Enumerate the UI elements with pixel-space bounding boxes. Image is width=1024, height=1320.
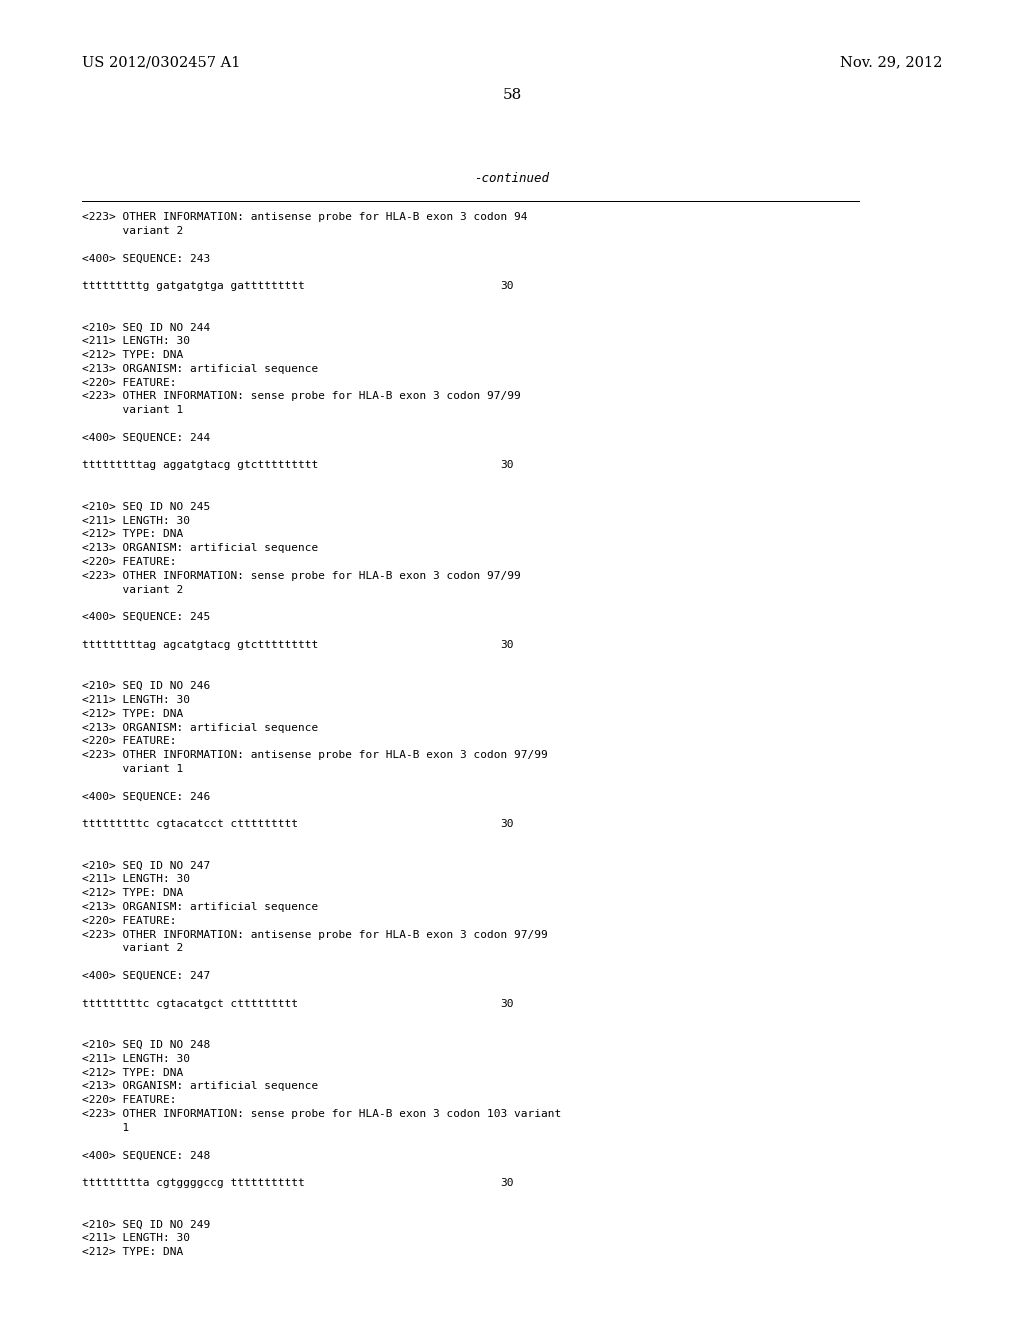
Text: variant 2: variant 2: [82, 944, 183, 953]
Text: <220> FEATURE:: <220> FEATURE:: [82, 557, 176, 568]
Text: <210> SEQ ID NO 248: <210> SEQ ID NO 248: [82, 1040, 210, 1049]
Text: <400> SEQUENCE: 248: <400> SEQUENCE: 248: [82, 1151, 210, 1160]
Text: <400> SEQUENCE: 246: <400> SEQUENCE: 246: [82, 792, 210, 801]
Text: <211> LENGTH: 30: <211> LENGTH: 30: [82, 337, 190, 346]
Text: <223> OTHER INFORMATION: antisense probe for HLA-B exon 3 codon 94: <223> OTHER INFORMATION: antisense probe…: [82, 213, 527, 222]
Text: <213> ORGANISM: artificial sequence: <213> ORGANISM: artificial sequence: [82, 544, 318, 553]
Text: -continued: -continued: [474, 172, 550, 185]
Text: <210> SEQ ID NO 247: <210> SEQ ID NO 247: [82, 861, 210, 871]
Text: 30: 30: [500, 640, 513, 649]
Text: tttttttttag aggatgtacg gtcttttttttt: tttttttttag aggatgtacg gtcttttttttt: [82, 461, 318, 470]
Text: <223> OTHER INFORMATION: sense probe for HLA-B exon 3 codon 97/99: <223> OTHER INFORMATION: sense probe for…: [82, 570, 521, 581]
Text: 30: 30: [500, 820, 513, 829]
Text: <213> ORGANISM: artificial sequence: <213> ORGANISM: artificial sequence: [82, 1081, 318, 1092]
Text: <223> OTHER INFORMATION: sense probe for HLA-B exon 3 codon 103 variant: <223> OTHER INFORMATION: sense probe for…: [82, 1109, 561, 1119]
Text: <220> FEATURE:: <220> FEATURE:: [82, 916, 176, 925]
Text: <400> SEQUENCE: 243: <400> SEQUENCE: 243: [82, 253, 210, 264]
Text: variant 1: variant 1: [82, 405, 183, 416]
Text: US 2012/0302457 A1: US 2012/0302457 A1: [82, 55, 241, 69]
Text: <213> ORGANISM: artificial sequence: <213> ORGANISM: artificial sequence: [82, 722, 318, 733]
Text: <212> TYPE: DNA: <212> TYPE: DNA: [82, 888, 183, 898]
Text: <211> LENGTH: 30: <211> LENGTH: 30: [82, 516, 190, 525]
Text: <211> LENGTH: 30: <211> LENGTH: 30: [82, 1233, 190, 1243]
Text: <400> SEQUENCE: 245: <400> SEQUENCE: 245: [82, 612, 210, 622]
Text: <223> OTHER INFORMATION: antisense probe for HLA-B exon 3 codon 97/99: <223> OTHER INFORMATION: antisense probe…: [82, 929, 548, 940]
Text: 30: 30: [500, 281, 513, 290]
Text: <223> OTHER INFORMATION: sense probe for HLA-B exon 3 codon 97/99: <223> OTHER INFORMATION: sense probe for…: [82, 392, 521, 401]
Text: <212> TYPE: DNA: <212> TYPE: DNA: [82, 709, 183, 719]
Text: tttttttttag agcatgtacg gtcttttttttt: tttttttttag agcatgtacg gtcttttttttt: [82, 640, 318, 649]
Text: <210> SEQ ID NO 249: <210> SEQ ID NO 249: [82, 1220, 210, 1229]
Text: variant 2: variant 2: [82, 585, 183, 594]
Text: tttttttttg gatgatgtga gattttttttt: tttttttttg gatgatgtga gattttttttt: [82, 281, 305, 290]
Text: <220> FEATURE:: <220> FEATURE:: [82, 737, 176, 746]
Text: tttttttttc cgtacatgct cttttttttt: tttttttttc cgtacatgct cttttttttt: [82, 999, 298, 1008]
Text: <211> LENGTH: 30: <211> LENGTH: 30: [82, 1053, 190, 1064]
Text: <212> TYPE: DNA: <212> TYPE: DNA: [82, 529, 183, 540]
Text: <210> SEQ ID NO 245: <210> SEQ ID NO 245: [82, 502, 210, 512]
Text: <210> SEQ ID NO 244: <210> SEQ ID NO 244: [82, 322, 210, 333]
Text: ttttttttta cgtggggccg ttttttttttt: ttttttttta cgtggggccg ttttttttttt: [82, 1177, 305, 1188]
Text: <212> TYPE: DNA: <212> TYPE: DNA: [82, 1247, 183, 1257]
Text: <211> LENGTH: 30: <211> LENGTH: 30: [82, 874, 190, 884]
Text: 30: 30: [500, 1177, 513, 1188]
Text: variant 2: variant 2: [82, 226, 183, 236]
Text: <220> FEATURE:: <220> FEATURE:: [82, 378, 176, 388]
Text: 30: 30: [500, 999, 513, 1008]
Text: <212> TYPE: DNA: <212> TYPE: DNA: [82, 350, 183, 360]
Text: <400> SEQUENCE: 247: <400> SEQUENCE: 247: [82, 972, 210, 981]
Text: Nov. 29, 2012: Nov. 29, 2012: [840, 55, 942, 69]
Text: <211> LENGTH: 30: <211> LENGTH: 30: [82, 696, 190, 705]
Text: <213> ORGANISM: artificial sequence: <213> ORGANISM: artificial sequence: [82, 902, 318, 912]
Text: <213> ORGANISM: artificial sequence: <213> ORGANISM: artificial sequence: [82, 364, 318, 374]
Text: <223> OTHER INFORMATION: antisense probe for HLA-B exon 3 codon 97/99: <223> OTHER INFORMATION: antisense probe…: [82, 750, 548, 760]
Text: <220> FEATURE:: <220> FEATURE:: [82, 1096, 176, 1105]
Text: 1: 1: [82, 1123, 129, 1133]
Text: <212> TYPE: DNA: <212> TYPE: DNA: [82, 1068, 183, 1077]
Text: tttttttttc cgtacatcct cttttttttt: tttttttttc cgtacatcct cttttttttt: [82, 820, 298, 829]
Text: <210> SEQ ID NO 246: <210> SEQ ID NO 246: [82, 681, 210, 692]
Text: 30: 30: [500, 461, 513, 470]
Text: <400> SEQUENCE: 244: <400> SEQUENCE: 244: [82, 433, 210, 442]
Text: variant 1: variant 1: [82, 764, 183, 774]
Text: 58: 58: [503, 88, 521, 102]
